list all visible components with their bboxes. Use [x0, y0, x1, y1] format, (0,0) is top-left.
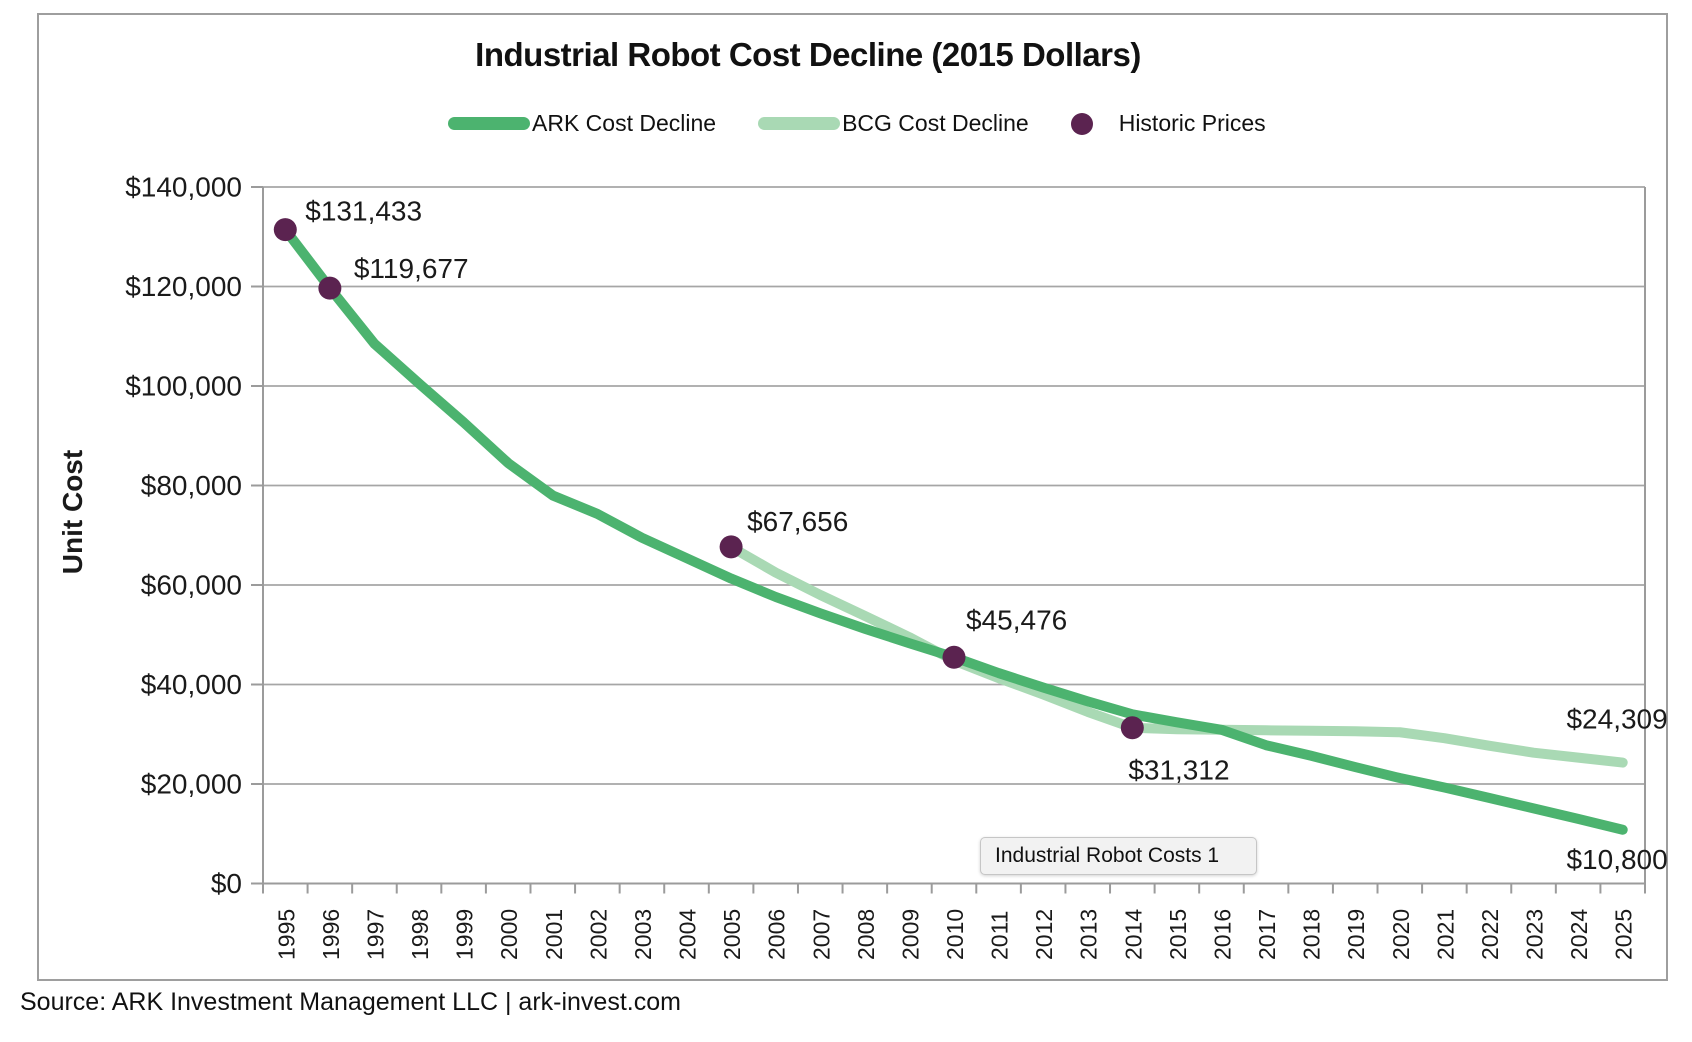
- x-tick-label: 1995: [273, 909, 299, 960]
- x-tick-label: 2013: [1076, 909, 1102, 960]
- data-label: $67,656: [747, 506, 848, 537]
- x-tick-label: 2000: [496, 909, 522, 960]
- x-tick-label: 2011: [987, 911, 1013, 960]
- x-tick-label: 2023: [1522, 909, 1548, 960]
- data-label: $131,433: [305, 196, 422, 227]
- y-tick-label: $0: [211, 868, 242, 899]
- historic-dot-swatch-icon: [1070, 112, 1093, 135]
- bcg-cost-decline-line: [726, 541, 1628, 768]
- historic-price-dot: [942, 645, 966, 669]
- x-tick-label: 2003: [630, 909, 656, 960]
- x-tick-label: 2018: [1299, 909, 1325, 960]
- x-tick-label: 2024: [1566, 909, 1592, 960]
- bcg-line-swatch-icon: [758, 117, 841, 130]
- x-tick-label: 2019: [1343, 909, 1369, 960]
- data-label: $119,677: [354, 253, 469, 284]
- x-tick-label: 2022: [1477, 909, 1503, 960]
- x-tick-label: 2016: [1209, 909, 1235, 960]
- x-tick-label: 2004: [675, 909, 701, 960]
- x-tick-label: 2021: [1432, 909, 1458, 960]
- x-tick-label: 2012: [1031, 909, 1057, 960]
- y-tick-label: $120,000: [125, 271, 242, 302]
- data-label: $31,312: [1128, 755, 1229, 786]
- ark-line-swatch-icon: [448, 117, 530, 130]
- y-tick-label: $20,000: [141, 769, 242, 800]
- legend-label-historic: Historic Prices: [1118, 110, 1266, 136]
- x-tick-label: 2015: [1165, 909, 1191, 960]
- x-tick-label: 2008: [853, 909, 879, 960]
- data-label: $10,800: [1566, 844, 1667, 875]
- y-tick-label: $140,000: [125, 172, 242, 203]
- chart-outer-frame: [37, 13, 1668, 981]
- image-tooltip: Industrial Robot Costs 1: [980, 837, 1257, 875]
- x-tick-label: 1997: [362, 909, 388, 960]
- y-tick-label: $80,000: [141, 470, 242, 501]
- x-tick-label: 2006: [764, 909, 790, 960]
- x-tick-label: 2009: [897, 909, 923, 960]
- y-tick-label: $40,000: [141, 669, 242, 700]
- x-tick-label: 2005: [719, 909, 745, 960]
- y-axis-title: Unit Cost: [57, 450, 88, 574]
- historic-price-dot: [1120, 716, 1144, 740]
- x-tick-label: 2001: [541, 909, 567, 960]
- chart-title: Industrial Robot Cost Decline (2015 Doll…: [475, 36, 1141, 73]
- x-tick-label: 2002: [585, 909, 611, 960]
- source-text: Source: ARK Investment Management LLC | …: [20, 988, 681, 1016]
- y-tick-label: $60,000: [141, 570, 242, 601]
- legend-item-historic: Historic Prices: [1070, 110, 1266, 137]
- x-tick-label: 2025: [1611, 909, 1637, 960]
- data-label: $24,309: [1566, 704, 1667, 735]
- legend-label-ark: ARK Cost Decline: [532, 110, 717, 136]
- x-tick-label: 2010: [942, 909, 968, 960]
- x-tick-label: 2014: [1120, 909, 1146, 960]
- x-tick-label: 1998: [407, 909, 433, 960]
- x-tick-label: 1999: [452, 909, 478, 960]
- x-tick-label: 2007: [808, 909, 834, 960]
- historic-price-dot: [273, 218, 297, 242]
- x-tick-label: 2020: [1388, 909, 1414, 960]
- x-tick-label: 2017: [1254, 909, 1280, 960]
- y-tick-label: $100,000: [125, 371, 242, 402]
- historic-price-dot: [318, 276, 342, 300]
- x-tick-label: 1996: [318, 909, 344, 960]
- legend: ARK Cost Decline BCG Cost Decline Histor…: [448, 110, 1266, 137]
- legend-item-bcg: BCG Cost Decline: [758, 110, 1029, 137]
- data-label: $45,476: [966, 604, 1067, 635]
- legend-label-bcg: BCG Cost Decline: [842, 110, 1029, 136]
- historic-price-dot: [719, 535, 743, 559]
- legend-item-ark: ARK Cost Decline: [448, 110, 716, 137]
